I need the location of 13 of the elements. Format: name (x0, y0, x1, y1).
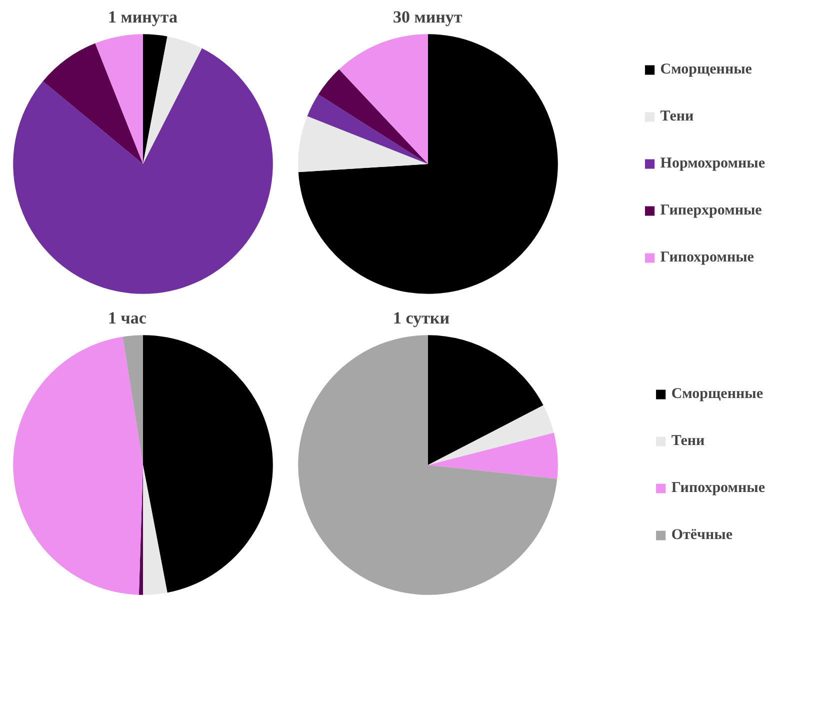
legend-label: Сморщенные (660, 61, 752, 78)
legend-label: Гипохромные (671, 480, 765, 496)
legend-label: Сморщенные (671, 386, 763, 402)
chart-title: 1 минута (108, 8, 178, 26)
legend-label: Гиперхромные (660, 202, 762, 219)
legend-label: Тени (671, 432, 705, 450)
legend-label: Нормохромные (660, 155, 765, 172)
legend-label: Гипохромные (660, 249, 754, 266)
legend-label: Тени (660, 108, 694, 125)
chart-title: 1 час (108, 308, 147, 328)
chart-title: 1 сутки (393, 308, 450, 328)
legend-label: Отёчные (671, 526, 732, 544)
chart-title: 30 минут (393, 8, 463, 26)
